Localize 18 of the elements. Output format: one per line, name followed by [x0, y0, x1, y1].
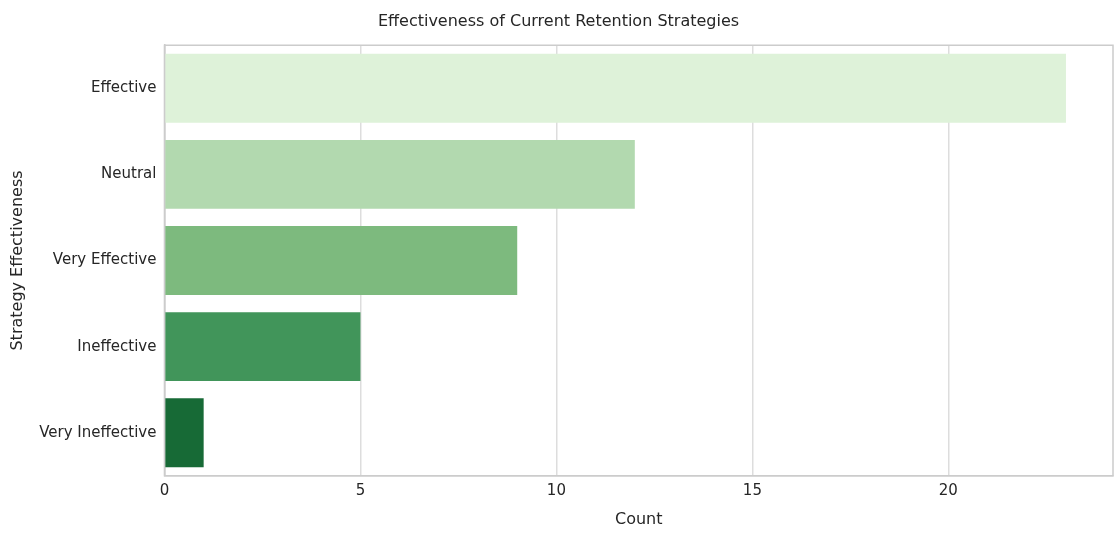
bar — [165, 226, 518, 295]
x-axis-title: Count — [614, 508, 663, 528]
y-tick-label: Ineffective — [77, 336, 157, 355]
y-tick-label: Very Ineffective — [39, 422, 157, 441]
x-tick-label: 5 — [355, 480, 366, 499]
x-tick-label: 10 — [546, 480, 566, 499]
chart-title: Effectiveness of Current Retention Strategies — [377, 10, 740, 30]
y-tick-label: Neutral — [101, 164, 157, 183]
bar — [165, 139, 635, 209]
y-tick-label: Very Effective — [52, 250, 157, 269]
x-tick-label: 0 — [159, 480, 170, 499]
x-tick-label: 20 — [938, 480, 958, 499]
y-tick-label: Effective — [91, 78, 157, 97]
y-axis-title: Strategy Effectiveness — [6, 170, 26, 351]
bar — [165, 312, 361, 382]
bar — [165, 53, 1066, 123]
x-tick-label: 15 — [742, 480, 762, 499]
bar — [165, 398, 204, 468]
